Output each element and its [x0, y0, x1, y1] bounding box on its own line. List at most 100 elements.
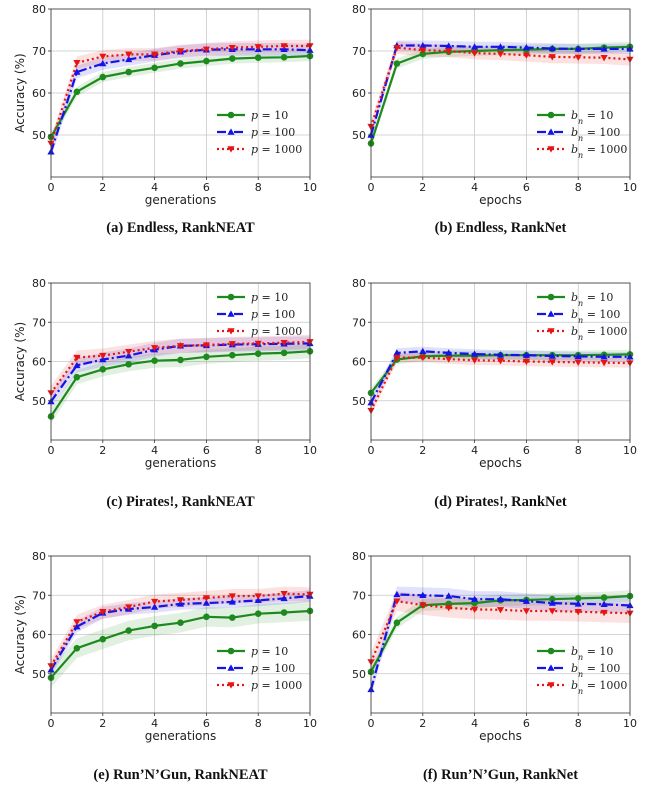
legend-symbol: b — [571, 662, 578, 675]
data-point — [393, 60, 401, 67]
data-point — [522, 351, 530, 358]
legend-value: = 100 — [583, 662, 620, 675]
data-point — [203, 353, 210, 361]
x-axis-label: generations — [145, 729, 217, 743]
data-point — [445, 592, 453, 599]
legend-value: = 100 — [583, 126, 620, 139]
data-point — [393, 349, 401, 356]
data-point — [419, 354, 427, 362]
data-point — [99, 366, 107, 373]
legend-subscript: n — [578, 670, 583, 679]
x-tick-label: 4 — [151, 181, 158, 194]
legend-symbol: b — [571, 126, 578, 139]
data-point — [254, 593, 262, 600]
data-point — [471, 43, 479, 50]
data-point — [73, 623, 81, 630]
data-point — [445, 349, 453, 356]
data-point — [471, 50, 479, 57]
data-point — [99, 635, 107, 643]
x-tick-label: 8 — [575, 181, 582, 194]
y-tick-label: 70 — [352, 45, 366, 58]
x-tick-label: 0 — [48, 444, 55, 457]
data-point — [254, 610, 262, 617]
data-point — [393, 354, 401, 362]
legend-entry-2: p = 1000 — [251, 325, 302, 338]
data-point — [393, 590, 401, 598]
data-point — [574, 609, 582, 616]
data-point — [202, 46, 210, 53]
data-point — [548, 44, 556, 52]
legend-entry-0: p = 10 — [251, 109, 288, 122]
legend-marker — [547, 682, 555, 689]
legend-entry-0: bn = 10 — [571, 291, 613, 308]
legend-subscript: n — [578, 653, 583, 662]
data-point — [600, 600, 608, 607]
legend-symbol: b — [571, 645, 578, 658]
x-tick-label: 10 — [303, 444, 317, 457]
series-line-2 — [50, 340, 311, 394]
x-tick-label: 10 — [623, 717, 637, 730]
data-point — [125, 627, 132, 634]
data-point — [280, 349, 288, 357]
data-point — [73, 60, 81, 67]
legend-entry-2: bn = 1000 — [571, 679, 627, 696]
data-point — [202, 595, 210, 602]
data-point — [393, 598, 401, 605]
legend-marker — [227, 111, 235, 119]
legend-marker — [547, 310, 555, 317]
data-point — [151, 51, 159, 58]
data-point — [176, 597, 185, 604]
data-point — [445, 42, 453, 49]
data-point — [125, 604, 133, 611]
data-point — [228, 44, 236, 52]
legend-entry-2: p = 1000 — [251, 143, 302, 156]
legend-marker — [227, 328, 235, 335]
x-tick-label: 8 — [255, 181, 262, 194]
data-point — [73, 373, 81, 381]
y-tick-label: 50 — [32, 395, 46, 408]
data-point — [254, 54, 262, 62]
data-point — [280, 594, 288, 602]
data-point — [496, 358, 505, 365]
data-point — [151, 598, 159, 606]
y-tick-label: 70 — [32, 589, 46, 602]
legend-symbol: p — [251, 126, 258, 139]
x-tick-label: 6 — [203, 444, 210, 457]
data-point — [73, 619, 81, 626]
y-axis-label: Accuracy (%) — [13, 595, 27, 674]
data-point — [471, 606, 479, 613]
data-point — [254, 340, 262, 348]
y-tick-label: 70 — [32, 316, 46, 329]
x-tick-label: 10 — [623, 444, 637, 457]
legend-marker — [547, 328, 555, 335]
y-tick-label: 60 — [352, 87, 366, 100]
data-point — [99, 53, 107, 61]
data-point — [151, 357, 158, 365]
data-point — [151, 345, 159, 352]
y-axis-label: Accuracy (%) — [13, 322, 27, 401]
data-point — [600, 609, 608, 617]
chart-caption: (f) Run’N’Gun, RankNet — [423, 767, 578, 783]
data-point — [393, 619, 401, 627]
legend-symbol: p — [251, 662, 258, 675]
x-tick-label: 0 — [368, 181, 375, 194]
y-tick-label: 50 — [352, 395, 366, 408]
data-point — [177, 619, 184, 627]
legend-symbol: p — [251, 645, 258, 658]
legend-value: = 10 — [583, 291, 613, 304]
data-point — [419, 347, 427, 354]
chart-caption: (a) Endless, RankNEAT — [106, 220, 255, 236]
legend-value: = 10 — [583, 109, 613, 122]
legend-entry-1: bn = 100 — [571, 308, 620, 325]
data-point — [419, 602, 427, 609]
legend-marker — [227, 293, 235, 301]
legend-marker — [547, 128, 555, 135]
data-point — [254, 350, 262, 357]
data-point — [203, 613, 210, 621]
x-tick-label: 4 — [151, 444, 158, 457]
legend-entry-1: p = 100 — [251, 126, 295, 139]
data-point — [254, 596, 262, 604]
data-point — [203, 57, 210, 65]
